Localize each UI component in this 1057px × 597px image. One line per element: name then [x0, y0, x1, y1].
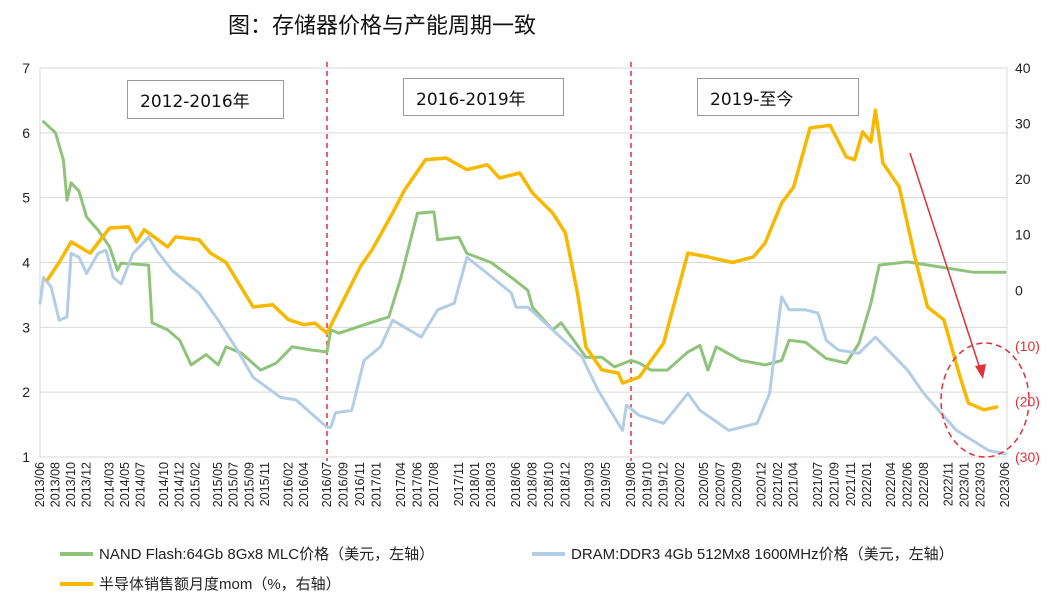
legend-label: 半导体销售额月度mom（%，右轴） [99, 576, 341, 593]
x-tick-label: 2015/05 [211, 462, 225, 507]
x-tick-label: 2020/05 [697, 462, 711, 507]
x-tick-label: 2015/02 [188, 462, 202, 507]
legend-swatch [60, 551, 93, 556]
x-tick-label: 2016/07 [320, 462, 334, 507]
dram-price-line [38, 235, 1007, 456]
period-label: 2012-2016年 [140, 92, 250, 112]
y-left-tick-label: 5 [22, 190, 30, 206]
x-tick-label: 2017/08 [427, 462, 441, 507]
y-right-tick-label: 30 [1015, 116, 1031, 132]
x-tick-label: 2017/06 [410, 462, 424, 507]
y-left-tick-label: 7 [22, 60, 30, 76]
period-label-box-3: 2019-至今 [697, 78, 859, 116]
x-tick-label: 2019/05 [599, 462, 613, 507]
x-tick-label: 2021/11 [844, 462, 858, 506]
legend-swatch [60, 581, 93, 586]
x-tick-label: 2013/06 [33, 462, 47, 507]
trend-arrow-head [975, 364, 986, 379]
legend-item-dram: DRAM:DDR3 4Gb 512Mx8 1600MHz价格（美元，左轴） [532, 543, 954, 564]
x-tick-label: 2013/10 [64, 462, 78, 507]
y-left-tick-label: 2 [22, 384, 30, 400]
x-tick-label: 2022/01 [860, 462, 874, 507]
x-tick-label: 2016/11 [353, 462, 367, 506]
y-left-tick-label: 3 [22, 319, 30, 335]
y-left-tick-label: 4 [22, 255, 30, 271]
x-tick-label: 2015/07 [227, 462, 241, 507]
x-tick-label: 2022/04 [884, 462, 898, 507]
x-tick-label: 2023/03 [973, 462, 987, 507]
x-tick-label: 2016/09 [337, 462, 351, 507]
x-tick-label: 2020/09 [730, 462, 744, 507]
x-tick-label: 2018/06 [509, 462, 523, 507]
legend-item-nand: NAND Flash:64Gb 8Gx8 MLC价格（美元，左轴） [60, 543, 434, 564]
x-tick-label: 2021/07 [811, 462, 825, 507]
y-right-tick-label: (30) [1015, 449, 1040, 465]
x-tick-label: 2020/02 [673, 462, 687, 507]
period-label: 2019-至今 [710, 89, 794, 110]
y-right-tick-label: 0 [1015, 282, 1023, 298]
trend-arrow-line [909, 152, 982, 373]
x-tick-label: 2022/08 [917, 462, 931, 507]
x-tick-label: 2023/01 [958, 462, 972, 507]
y-right-tick-label: (20) [1015, 393, 1040, 409]
x-tick-label: 2019/03 [583, 462, 597, 507]
x-tick-label: 2017/11 [452, 462, 466, 506]
y-right-tick-label: 40 [1015, 60, 1031, 76]
period-label-box-2: 2016-2019年 [403, 78, 564, 116]
x-tick-label: 2015/11 [258, 462, 272, 506]
legend-label: NAND Flash:64Gb 8Gx8 MLC价格（美元，左轴） [99, 546, 435, 563]
y-right-tick-label: 20 [1015, 171, 1031, 187]
x-tick-label: 2022/11 [941, 462, 955, 506]
period-label-box-1: 2012-2016年 [127, 80, 284, 119]
x-tick-label: 2018/12 [558, 462, 572, 507]
y-left-tick-label: 1 [22, 449, 30, 465]
x-tick-label: 2013/12 [80, 462, 94, 507]
x-tick-label: 2019/08 [624, 462, 638, 507]
y-right-tick-label: (10) [1015, 338, 1040, 354]
x-tick-label: 2018/01 [468, 462, 482, 507]
x-tick-label: 2019/10 [640, 462, 654, 507]
x-tick-label: 2016/04 [297, 462, 311, 507]
x-tick-label: 2017/01 [370, 462, 384, 507]
period-label: 2016-2019年 [416, 89, 526, 110]
legend-label: DRAM:DDR3 4Gb 512Mx8 1600MHz价格（美元，左轴） [571, 546, 954, 563]
x-tick-label: 2014/10 [157, 462, 171, 507]
x-tick-label: 2021/02 [771, 462, 785, 507]
semiconductor-sales-mom-line [45, 108, 999, 412]
x-tick-label: 2015/09 [243, 462, 257, 507]
legend-item-semi-sales: 半导体销售额月度mom（%，右轴） [60, 573, 341, 594]
x-tick-label: 2014/05 [118, 462, 132, 507]
x-tick-label: 2019/12 [657, 462, 671, 507]
x-tick-label: 2013/08 [49, 462, 63, 507]
x-tick-label: 2020/07 [713, 462, 727, 507]
x-tick-label: 2017/04 [394, 462, 408, 507]
x-tick-label: 2018/10 [542, 462, 556, 507]
x-tick-label: 2022/06 [900, 462, 914, 507]
chart-title: 图：存储器价格与产能周期一致 [228, 14, 537, 39]
x-tick-label: 2014/03 [103, 462, 117, 507]
x-tick-label: 2021/09 [828, 462, 842, 507]
legend-swatch [532, 551, 565, 556]
x-tick-label: 2014/07 [134, 462, 148, 507]
x-tick-label: 2023/06 [998, 462, 1012, 507]
highlight-ellipse [940, 342, 1030, 458]
y-left-tick-label: 6 [22, 125, 30, 141]
x-tick-label: 2018/03 [484, 462, 498, 507]
x-tick-label: 2021/04 [787, 462, 801, 507]
nand-flash-price-line [42, 120, 1007, 372]
x-tick-label: 2018/08 [525, 462, 539, 507]
y-right-tick-label: 10 [1015, 227, 1031, 243]
x-tick-label: 2014/12 [173, 462, 187, 507]
x-tick-label: 2020/12 [754, 462, 768, 507]
x-tick-label: 2016/02 [282, 462, 296, 507]
